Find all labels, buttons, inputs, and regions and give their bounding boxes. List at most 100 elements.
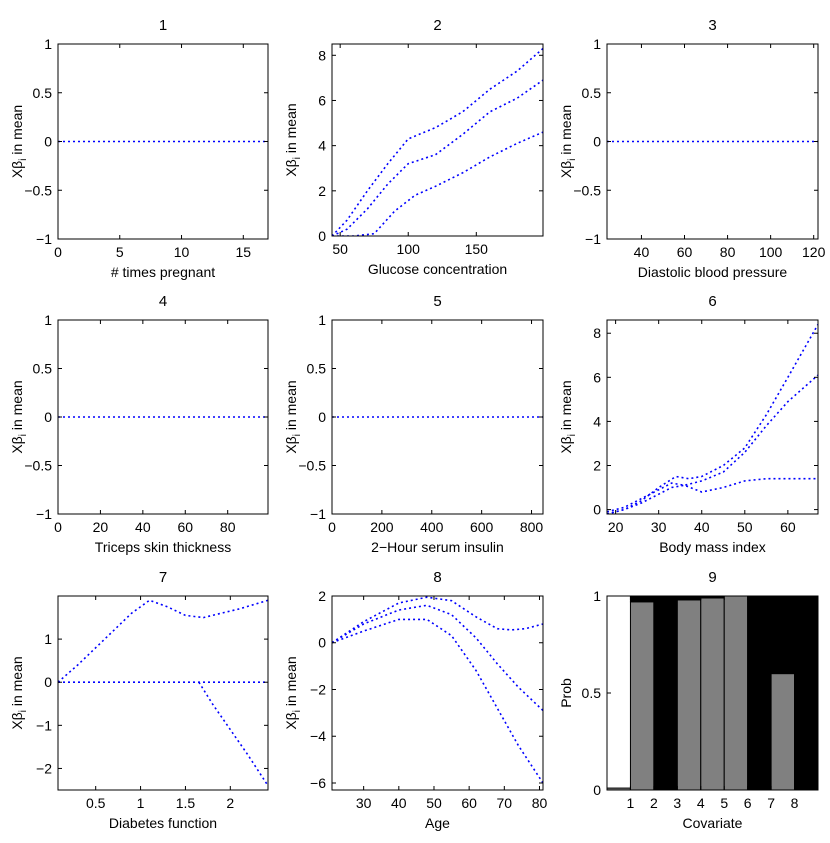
x-tick-label: 0 bbox=[54, 244, 62, 260]
x-tick-label: 5 bbox=[116, 244, 124, 260]
bar-main-8 bbox=[770, 673, 796, 791]
panel-title: 7 bbox=[159, 569, 167, 586]
y-tick-label: −4 bbox=[310, 728, 326, 744]
x-tick-label: 20 bbox=[93, 519, 109, 535]
x-tick-label: 50 bbox=[426, 795, 442, 811]
x-tick-label: 2 bbox=[650, 795, 658, 811]
series-line-1 bbox=[58, 599, 268, 683]
x-tick-label: 2 bbox=[226, 795, 234, 811]
x-tick-label: 600 bbox=[470, 519, 494, 535]
y-tick-label: 4 bbox=[318, 138, 326, 154]
x-tick-label: 8 bbox=[791, 795, 799, 811]
series-line-1 bbox=[607, 324, 818, 514]
x-tick-label: 70 bbox=[497, 795, 513, 811]
y-tick-label: −1 bbox=[36, 717, 52, 733]
series-line-3 bbox=[607, 477, 818, 514]
y-tick-label: 2 bbox=[593, 458, 601, 474]
x-tick-label: 15 bbox=[236, 244, 252, 260]
y-tick-label: 0.5 bbox=[582, 685, 602, 701]
x-tick-label: 4 bbox=[697, 795, 705, 811]
y-tick-label: −1 bbox=[36, 231, 52, 247]
x-tick-label: 40 bbox=[135, 519, 151, 535]
y-tick-label: −6 bbox=[310, 775, 326, 791]
y-axis-label: Xβi in mean bbox=[558, 380, 578, 453]
x-tick-label: 100 bbox=[397, 241, 421, 257]
panel-title: 9 bbox=[708, 569, 716, 586]
axes-box bbox=[606, 319, 819, 515]
bar-main-5 bbox=[700, 597, 725, 791]
panel-title: 5 bbox=[433, 293, 441, 310]
panel-8: 30 40 50 60 70 80 −6 −4 −2 0 2 8 Age Xβi in mean bbox=[283, 569, 547, 831]
y-tick-label: 1 bbox=[44, 312, 52, 328]
x-tick-label: 0 bbox=[328, 519, 336, 535]
panel-6: 20 30 40 50 60 0 2 4 6 8 6 Body mass index Xβi in me… bbox=[558, 293, 819, 555]
x-tick-label: 20 bbox=[608, 519, 624, 535]
panel-1: 0 5 10 15 −1 −0.5 0 0.5 1 1 # times pregnant Xβi in… bbox=[9, 17, 269, 280]
x-axis-label: Diabetes function bbox=[109, 815, 217, 831]
y-axis-label: Xβi in mean bbox=[9, 380, 29, 453]
y-tick-label: 4 bbox=[593, 413, 601, 429]
y-tick-label: −0.5 bbox=[24, 458, 52, 474]
x-tick-label: 0 bbox=[54, 519, 62, 535]
y-tick-label: −2 bbox=[310, 681, 326, 697]
panel-3: 40 60 80 100 120 −1 −0.5 0 0.5 1 3 Diastolic blood … bbox=[558, 17, 826, 280]
x-tick-label: 40 bbox=[694, 519, 710, 535]
x-tick-label: 400 bbox=[420, 519, 444, 535]
series-line-3 bbox=[198, 681, 268, 787]
y-tick-label: −2 bbox=[36, 760, 52, 776]
x-tick-label: 80 bbox=[532, 795, 548, 811]
x-tick-label: 50 bbox=[737, 519, 753, 535]
y-axis-label: Xβi in mean bbox=[9, 656, 29, 729]
series-line-2 bbox=[332, 604, 543, 712]
x-axis-label: Diastolic blood pressure bbox=[638, 264, 788, 280]
y-tick-label: −1 bbox=[36, 506, 52, 522]
y-tick-label: 0.5 bbox=[33, 361, 53, 377]
y-tick-label: 1 bbox=[593, 36, 601, 52]
x-tick-label: 1.5 bbox=[176, 795, 196, 811]
x-tick-label: 60 bbox=[677, 244, 693, 260]
x-tick-label: 6 bbox=[744, 795, 752, 811]
x-tick-label: 1 bbox=[137, 795, 145, 811]
x-tick-label: 200 bbox=[370, 519, 394, 535]
bar-main-4 bbox=[676, 599, 702, 791]
panel-5: 0 200 400 600 800 −1 −0.5 0 0.5 1 5 2−Hour serum in… bbox=[283, 293, 544, 555]
panel-title: 3 bbox=[708, 17, 716, 34]
x-tick-label: 40 bbox=[634, 244, 650, 260]
x-tick-label: 3 bbox=[673, 795, 681, 811]
x-tick-label: 30 bbox=[356, 795, 372, 811]
y-tick-label: 1 bbox=[318, 312, 326, 328]
y-tick-label: 8 bbox=[318, 47, 326, 63]
bar-top-2 bbox=[629, 595, 655, 603]
x-tick-label: 60 bbox=[177, 519, 193, 535]
bar-top-7 bbox=[747, 595, 772, 791]
y-tick-label: −1 bbox=[310, 506, 326, 522]
y-tick-label: 0 bbox=[318, 635, 326, 651]
x-tick-label: 10 bbox=[174, 244, 190, 260]
y-tick-label: 8 bbox=[593, 325, 601, 341]
x-tick-label: 60 bbox=[461, 795, 477, 811]
axes-box bbox=[57, 595, 269, 791]
x-tick-label: 120 bbox=[802, 244, 826, 260]
x-tick-label: 1 bbox=[627, 795, 635, 811]
y-axis-label: Xβi in mean bbox=[283, 380, 303, 453]
x-axis-label: Covariate bbox=[683, 815, 743, 831]
series-line-3 bbox=[332, 618, 543, 784]
y-tick-label: 1 bbox=[44, 36, 52, 52]
x-axis-label: Body mass index bbox=[659, 539, 766, 555]
y-tick-label: 0 bbox=[44, 409, 52, 425]
panel-title: 6 bbox=[708, 293, 716, 310]
bar-main-6 bbox=[723, 595, 749, 791]
y-tick-label: 0 bbox=[593, 782, 601, 798]
bar-top-4 bbox=[676, 595, 702, 601]
x-tick-label: 30 bbox=[651, 519, 667, 535]
series-line-3 bbox=[332, 131, 543, 236]
panel-2: 50 100 150 0 2 4 6 8 2 Glucose concentration Xβi i… bbox=[283, 17, 544, 277]
y-tick-label: 1 bbox=[44, 631, 52, 647]
y-tick-label: −0.5 bbox=[298, 458, 326, 474]
y-tick-label: 0 bbox=[318, 228, 326, 244]
y-tick-label: −1 bbox=[585, 231, 601, 247]
y-tick-label: 0 bbox=[593, 134, 601, 150]
y-tick-label: −0.5 bbox=[24, 182, 52, 198]
